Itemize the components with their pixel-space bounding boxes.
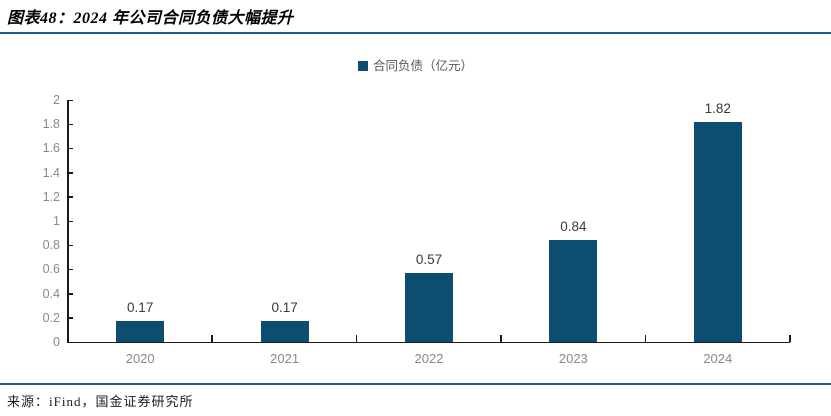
y-tick-label: 1.4	[42, 165, 60, 180]
y-tick-mark	[68, 293, 73, 295]
y-tick-label: 1	[53, 214, 60, 228]
x-tick-mark	[789, 335, 791, 342]
y-tick-label: 0.6	[42, 262, 60, 277]
x-tick-mark	[644, 335, 647, 342]
x-tick-label: 2021	[270, 351, 300, 366]
y-tick-mark	[68, 268, 73, 271]
x-axis-line	[67, 341, 790, 343]
x-tick-mark	[500, 335, 502, 342]
y-tick-label: 0.2	[42, 310, 60, 325]
x-tick-label: 2023	[558, 351, 588, 366]
figure-title: 图表48：2024 年公司合同负债大幅提升	[7, 10, 294, 27]
y-tick-label: 0.8	[42, 238, 60, 253]
y-tick-mark	[68, 172, 73, 174]
bar	[693, 121, 742, 342]
x-tick-mark	[355, 335, 358, 342]
bar-value-label: 0.57	[415, 252, 443, 268]
x-tick-label: 2024	[703, 351, 733, 366]
x-tick-label: 2022	[414, 351, 444, 366]
bar-value-label: 1.82	[704, 100, 731, 116]
footer-rule	[0, 383, 831, 385]
y-tick-mark	[68, 196, 73, 198]
legend-label: 合同负债（亿元）	[372, 59, 473, 73]
bar	[116, 321, 165, 342]
bar-value-label: 0.84	[560, 219, 587, 235]
y-tick-label: 1.6	[42, 141, 60, 156]
y-tick-label: 0.4	[42, 286, 60, 301]
y-tick-label: 1.8	[42, 117, 60, 132]
bar-value-label: 0.17	[271, 300, 298, 316]
legend-swatch-icon	[357, 61, 368, 72]
x-tick-label: 2020	[125, 351, 155, 366]
legend: 合同负债（亿元）	[0, 60, 831, 73]
bar	[405, 273, 453, 342]
title-rule	[0, 32, 831, 34]
y-tick-label: 0	[53, 335, 60, 349]
y-tick-mark	[68, 147, 73, 150]
y-tick-mark	[68, 99, 73, 101]
y-tick-mark	[68, 317, 73, 319]
bar	[260, 321, 309, 342]
y-tick-label: 1.2	[42, 189, 60, 204]
bar	[549, 240, 598, 342]
y-tick-mark	[68, 123, 73, 126]
y-tick-mark	[68, 244, 73, 247]
y-tick-mark	[68, 220, 73, 222]
x-tick-mark	[211, 335, 213, 342]
bar-value-label: 0.17	[127, 300, 154, 316]
y-axis-line	[67, 100, 69, 342]
source-note: 来源：iFind，国金证券研究所	[7, 394, 194, 409]
y-tick-label: 2	[53, 93, 60, 107]
